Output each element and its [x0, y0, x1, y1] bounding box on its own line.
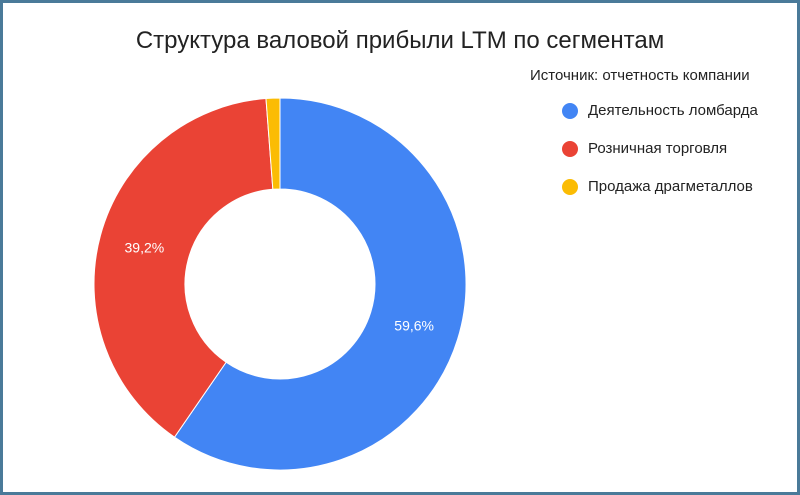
legend-swatch-pawnshop: [562, 103, 578, 119]
legend-label-precious-metals: Продажа драгметаллов: [588, 178, 753, 195]
slice-label-pawnshop: 59,6%: [394, 318, 434, 334]
legend-label-retail: Розничная торговля: [588, 140, 728, 157]
legend-swatch-precious-metals: [562, 179, 578, 195]
slice-label-retail: 39,2%: [125, 239, 165, 255]
donut-slice-pawnshop[interactable]: [173, 97, 467, 471]
legend-swatch-retail: [562, 141, 578, 157]
chart-title: Структура валовой прибыли LTM по сегмент…: [135, 27, 665, 54]
donut-slice-retail[interactable]: [93, 97, 274, 438]
chart-subtitle: Источник: отчетность компании: [530, 67, 750, 84]
legend-label-pawnshop: Деятельность ломбарда: [588, 102, 758, 119]
donut-slice-precious-metals[interactable]: [265, 97, 281, 190]
